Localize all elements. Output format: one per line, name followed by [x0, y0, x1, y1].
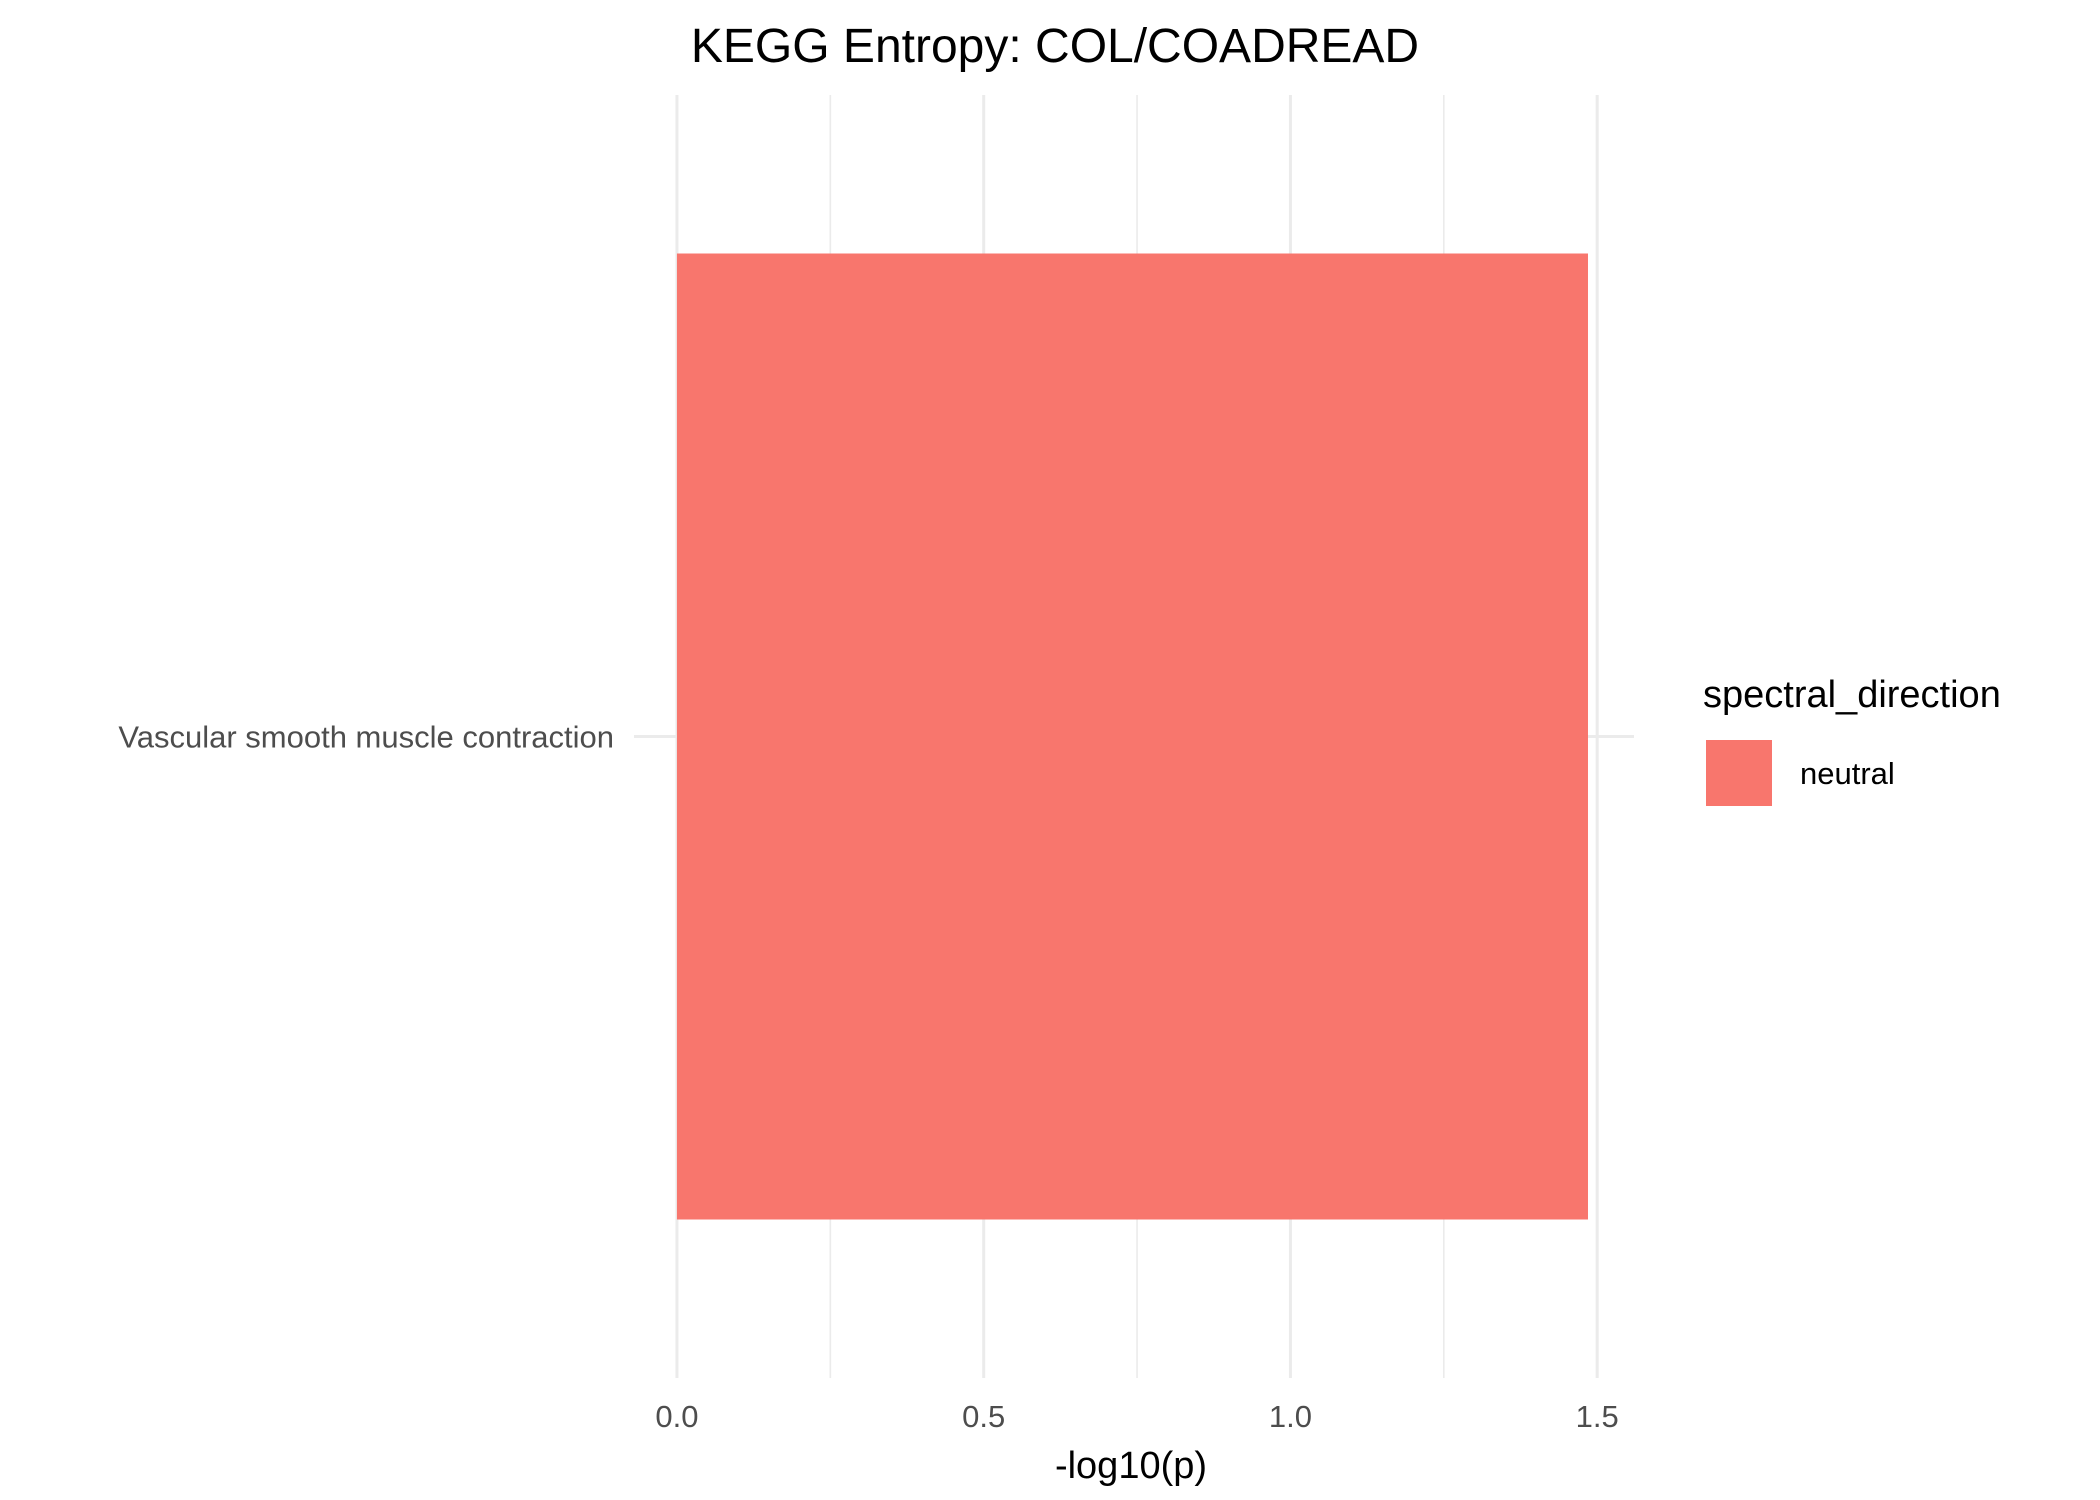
- bars: [676, 253, 1588, 1220]
- y-axis-ticks: Vascular smooth muscle contraction: [118, 720, 614, 755]
- y-tick-label: Vascular smooth muscle contraction: [118, 720, 614, 755]
- chart-title: KEGG Entropy: COL/COADREAD: [691, 20, 1419, 73]
- x-tick-label: 1.0: [1269, 1399, 1312, 1434]
- x-axis-label: -log10(p): [1055, 1445, 1207, 1487]
- legend-entries: neutral: [1706, 740, 1895, 806]
- legend-title: spectral_direction: [1703, 674, 2001, 716]
- bar: [676, 253, 1588, 1220]
- legend-swatch: [1706, 740, 1772, 806]
- x-tick-label: 0.5: [962, 1399, 1005, 1434]
- x-tick-label: 0.0: [655, 1399, 698, 1434]
- x-tick-label: 1.5: [1576, 1399, 1619, 1434]
- legend: spectral_direction neutral: [1703, 674, 2001, 806]
- legend-entry-label: neutral: [1800, 756, 1895, 791]
- x-axis-ticks: 0.0 0.5 1.0 1.5: [655, 1399, 1618, 1434]
